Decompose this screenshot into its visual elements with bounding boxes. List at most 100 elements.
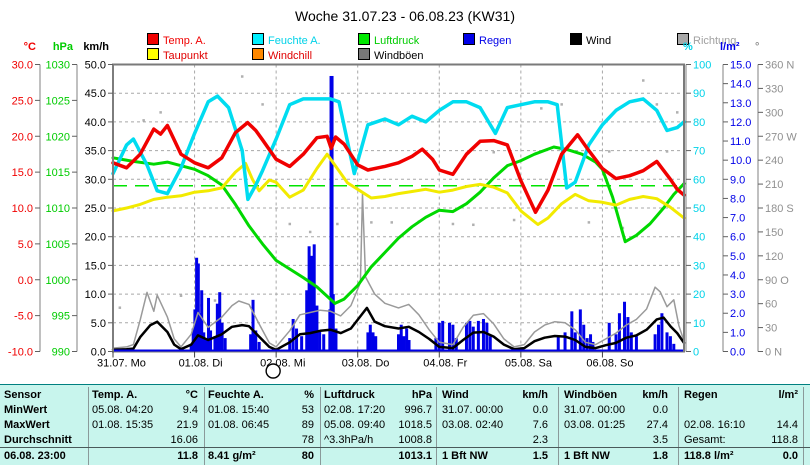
svg-text:1005: 1005 [46, 239, 70, 251]
svg-text:360 N: 360 N [765, 60, 794, 72]
svg-text:60: 60 [765, 299, 777, 311]
cell-wind-value: 1.5 [532, 450, 548, 462]
svg-text:7.0: 7.0 [730, 213, 745, 225]
legend-swatch-icon [677, 33, 689, 45]
stats-table: Sensor MinWert MaxWert Durchschnitt 06.08. 2… [0, 384, 810, 465]
table-divider [678, 387, 679, 465]
svg-text:40.0: 40.0 [85, 117, 106, 129]
cell-luftdruck-value: 1018.5 [398, 419, 432, 431]
cell-temp-a-value: 21.9 [176, 419, 198, 431]
table-divider [803, 387, 804, 465]
row-label-06-08-23-00: 06.08. 23:00 [4, 450, 66, 462]
svg-text:8.0: 8.0 [730, 193, 745, 205]
col-unit-feuchte-a: % [304, 389, 314, 401]
svg-text:0: 0 [693, 347, 699, 359]
svg-text:2.0: 2.0 [730, 308, 745, 320]
col-header-windböen: Windböen [564, 389, 618, 401]
legend-label: Windchill [268, 50, 313, 62]
svg-text:60: 60 [693, 174, 705, 186]
svg-text:20.0: 20.0 [85, 232, 106, 244]
svg-text:6.0: 6.0 [730, 232, 745, 244]
legend-label: Temp. A. [163, 35, 206, 47]
cell-regen-value: 14.4 [776, 419, 798, 431]
svg-text:1010: 1010 [46, 203, 70, 215]
svg-text:240: 240 [765, 155, 783, 167]
legend-swatch-icon [463, 33, 475, 45]
cell-feuchte-a-value: 53 [301, 404, 314, 416]
row-label-durchschnitt: Durchschnitt [4, 434, 72, 446]
svg-text:9.0: 9.0 [730, 174, 745, 186]
chart-title: Woche 31.07.23 - 06.08.23 (KW31) [295, 8, 515, 24]
day-label-0: 31.07. Mo [97, 358, 146, 370]
svg-text:20.0: 20.0 [12, 131, 33, 143]
svg-text:0.0: 0.0 [91, 347, 106, 359]
svg-text:4.0: 4.0 [730, 270, 745, 282]
table-divider [558, 387, 559, 465]
full-moon-icon [265, 363, 281, 379]
svg-text:0.0: 0.0 [18, 275, 33, 287]
svg-text:100: 100 [693, 60, 711, 72]
weather-plot: 30.025.020.015.010.05.00.0-5.0-10.010301… [8, 60, 797, 379]
cell-feuchte-a-value: 80 [301, 450, 314, 462]
cell-windböen-value: 3.5 [652, 434, 668, 446]
axis-unit-l-m: l/m² [720, 41, 740, 53]
cell-wind-value: 2.3 [532, 434, 548, 446]
col-unit-regen: l/m² [778, 389, 798, 401]
day-label-3: 03.08. Do [342, 358, 390, 370]
cell-luftdruck-value: 1008.8 [398, 434, 432, 446]
axis-unit-km-h: km/h [83, 41, 109, 53]
legend-item-wind: Wind [570, 33, 611, 47]
legend-item-temp-a: Temp. A. [147, 33, 206, 47]
col-unit-wind: km/h [522, 389, 548, 401]
svg-text:995: 995 [52, 311, 70, 323]
legend-label: Feuchte A. [268, 35, 321, 47]
curve-temp-a [111, 120, 686, 215]
cell-regen-value: 0.0 [782, 450, 798, 462]
cell-feuchte-a-note: 8.41 g/m² [208, 450, 256, 462]
table-divider [204, 387, 205, 465]
svg-text:80: 80 [693, 117, 705, 129]
cell-luftdruck-note: 05.08. 09:40 [324, 419, 386, 431]
svg-text:-10.0: -10.0 [8, 347, 33, 359]
svg-text:330: 330 [765, 83, 783, 95]
svg-text:150: 150 [765, 227, 783, 239]
legend-swatch-icon [570, 33, 582, 45]
svg-text:120: 120 [765, 251, 783, 263]
cell-regen-note: Gesamt: [684, 434, 726, 446]
svg-text:15.0: 15.0 [730, 60, 751, 72]
svg-text:1.0: 1.0 [730, 327, 745, 339]
svg-text:25.0: 25.0 [85, 203, 106, 215]
svg-text:5.0: 5.0 [18, 239, 33, 251]
cell-temp-a-note: 01.08. 15:35 [92, 419, 154, 431]
svg-text:30: 30 [765, 323, 777, 335]
axis-unit-c: °C [23, 41, 36, 53]
svg-text:10: 10 [693, 318, 705, 330]
curve-feuchte-a [111, 94, 686, 202]
legend-swatch-icon [358, 48, 370, 60]
svg-text:1015: 1015 [46, 167, 70, 179]
svg-text:210: 210 [765, 179, 783, 191]
cell-feuchte-a-note: 01.08. 06:45 [208, 419, 270, 431]
legend-item-windchill: Windchill [252, 48, 313, 62]
cell-temp-a-value: 16.06 [170, 434, 198, 446]
cell-windböen-note: 03.08. 01:25 [564, 419, 626, 431]
svg-text:3.0: 3.0 [730, 289, 745, 301]
cell-luftdruck-note: 02.08. 17:20 [324, 404, 386, 416]
legend-item-feuchte-a: Feuchte A. [252, 33, 321, 47]
svg-text:13.0: 13.0 [730, 98, 751, 110]
legend-item-richtung: Richtung [677, 33, 736, 47]
svg-text:45.0: 45.0 [85, 88, 106, 100]
row-label-sensor: Sensor [4, 389, 42, 401]
svg-text:15.0: 15.0 [85, 260, 106, 272]
axis-unit-: % [683, 41, 693, 53]
svg-text:1025: 1025 [46, 95, 70, 107]
legend-label: Regen [479, 35, 512, 47]
svg-text:1020: 1020 [46, 131, 70, 143]
y-axis-l-m: 15.0 14.0 13.0 12.0 11.0 10.0 9.0 8.0 7.0 6.0 5.0 4… [722, 60, 751, 359]
legend: Temp. A. Feuchte A. Luftdruck Regen Wind Rich… [0, 0, 810, 62]
table-row-separator [0, 447, 810, 448]
table-divider [436, 387, 437, 465]
cell-temp-a-value: 9.4 [182, 404, 198, 416]
svg-text:10.0: 10.0 [85, 289, 106, 301]
